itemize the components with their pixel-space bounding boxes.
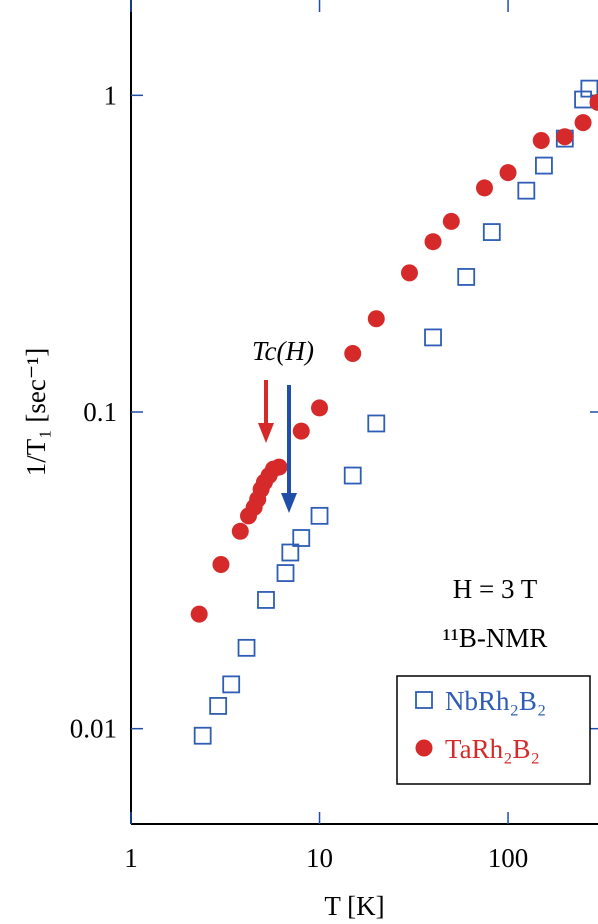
nbrh2b2-point: [276, 564, 295, 582]
annotations: Tc(H) H = 3 T ¹¹B-NMR: [252, 336, 547, 653]
tarh2b2-point: [442, 212, 460, 230]
tarh2b2-point: [400, 264, 418, 282]
nbrh2b2-point: [257, 591, 275, 609]
nbrh2b2-point: [424, 328, 442, 347]
tarh2b2-point: [292, 422, 310, 440]
nbrh2b2-point: [482, 223, 501, 241]
nbrh2b2-point: [310, 506, 329, 525]
tarh2b2-point: [311, 399, 329, 417]
tarh2b2-point: [344, 345, 362, 363]
nbrh2b2-point: [209, 697, 228, 715]
tc-arrow-red-head: [258, 423, 274, 443]
nbrh2b2-point: [535, 156, 553, 175]
nbrh2b2-point: [367, 414, 386, 433]
tarh2b2-point: [556, 128, 574, 146]
tarh2b2-point: [190, 605, 208, 623]
legend-box: [396, 675, 591, 785]
y-tick-label: 1: [104, 80, 118, 110]
nbrh2b2-point: [574, 90, 592, 109]
y-tick-label: 0.1: [83, 397, 117, 427]
x-axis-label: T [K]: [324, 891, 384, 921]
x-tick-label: 10: [306, 843, 333, 873]
legend-marker-nbrh2b2: [415, 691, 433, 709]
legend-label-nbrh2b2: NbRh₂B₂: [445, 686, 546, 716]
tarh2b2-point: [212, 555, 230, 573]
x-tick-label: 1: [124, 843, 138, 873]
tarh2b2-point: [231, 522, 249, 540]
axes: 1 10 100 0.01 0.1 1: [70, 0, 598, 873]
y-axis-label: 1/T₁ [sec⁻¹]: [21, 348, 51, 476]
tarh2b2-point: [532, 132, 550, 150]
nucleus-annotation: ¹¹B-NMR: [443, 623, 548, 653]
tarh2b2-point: [499, 164, 517, 182]
nbrh2b2-point: [193, 726, 212, 745]
nbrh2b2-point: [457, 268, 476, 286]
field-annotation: H = 3 T: [453, 574, 538, 604]
tarh2b2-point: [367, 310, 385, 328]
legend-marker-tarh2b2: [415, 739, 433, 757]
legend: NbRh₂B₂ TaRh₂B₂: [396, 675, 591, 785]
tc-annotation: Tc(H): [252, 336, 314, 366]
tc-arrow-blue-head: [281, 493, 297, 513]
tarh2b2-point: [475, 179, 493, 197]
y-tick-label: 0.01: [70, 714, 117, 744]
legend-label-tarh2b2: TaRh₂B₂: [445, 734, 540, 764]
tarh2b2-point: [574, 114, 592, 132]
nbrh2b2-point: [343, 466, 362, 485]
nbrh2b2-point: [580, 79, 598, 98]
nbrh2b2-point: [222, 675, 241, 694]
tarh2b2-point: [270, 458, 288, 476]
nbrh2b2-point: [292, 529, 311, 547]
nbrh2b2-point: [517, 181, 536, 200]
data-points: [190, 79, 598, 745]
tarh2b2-point: [589, 93, 598, 111]
tarh2b2-point: [424, 233, 442, 251]
nbrh2b2-point: [237, 638, 256, 657]
nbrh2b2-point: [281, 543, 300, 562]
x-tick-label: 100: [488, 843, 529, 873]
